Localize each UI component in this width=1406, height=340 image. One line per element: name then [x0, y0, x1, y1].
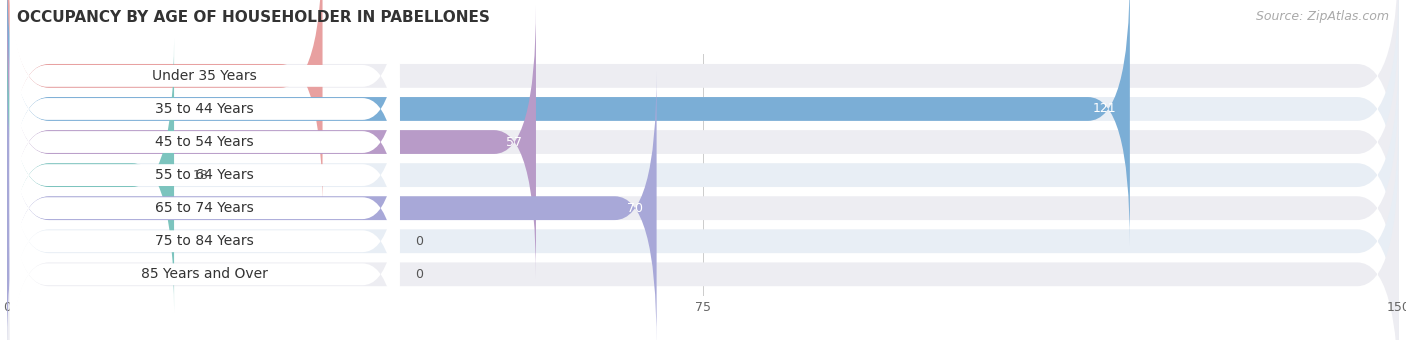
- FancyBboxPatch shape: [7, 38, 174, 312]
- FancyBboxPatch shape: [10, 87, 399, 329]
- FancyBboxPatch shape: [7, 0, 1399, 246]
- FancyBboxPatch shape: [7, 5, 1399, 279]
- Text: Source: ZipAtlas.com: Source: ZipAtlas.com: [1256, 10, 1389, 23]
- Text: 55 to 64 Years: 55 to 64 Years: [155, 168, 254, 182]
- FancyBboxPatch shape: [7, 5, 536, 279]
- Text: 34: 34: [292, 69, 308, 82]
- FancyBboxPatch shape: [7, 0, 1130, 246]
- FancyBboxPatch shape: [7, 0, 1399, 213]
- FancyBboxPatch shape: [7, 104, 1399, 340]
- Text: 35 to 44 Years: 35 to 44 Years: [156, 102, 254, 116]
- FancyBboxPatch shape: [10, 120, 399, 340]
- Text: 45 to 54 Years: 45 to 54 Years: [156, 135, 254, 149]
- Text: 57: 57: [506, 136, 522, 149]
- FancyBboxPatch shape: [10, 153, 399, 340]
- FancyBboxPatch shape: [7, 0, 322, 213]
- Text: 65 to 74 Years: 65 to 74 Years: [155, 201, 254, 215]
- Text: 121: 121: [1092, 102, 1116, 116]
- Text: 0: 0: [415, 268, 423, 281]
- Text: 70: 70: [627, 202, 643, 215]
- FancyBboxPatch shape: [7, 38, 1399, 312]
- Text: 18: 18: [193, 169, 208, 182]
- Text: OCCUPANCY BY AGE OF HOUSEHOLDER IN PABELLONES: OCCUPANCY BY AGE OF HOUSEHOLDER IN PABEL…: [17, 10, 489, 25]
- FancyBboxPatch shape: [7, 137, 1399, 340]
- FancyBboxPatch shape: [10, 0, 399, 230]
- FancyBboxPatch shape: [10, 54, 399, 296]
- Text: Under 35 Years: Under 35 Years: [152, 69, 257, 83]
- Text: 75 to 84 Years: 75 to 84 Years: [155, 234, 254, 248]
- Text: 85 Years and Over: 85 Years and Over: [141, 267, 269, 281]
- Text: 0: 0: [415, 235, 423, 248]
- FancyBboxPatch shape: [7, 71, 1399, 340]
- FancyBboxPatch shape: [10, 0, 399, 197]
- FancyBboxPatch shape: [7, 71, 657, 340]
- FancyBboxPatch shape: [10, 21, 399, 264]
